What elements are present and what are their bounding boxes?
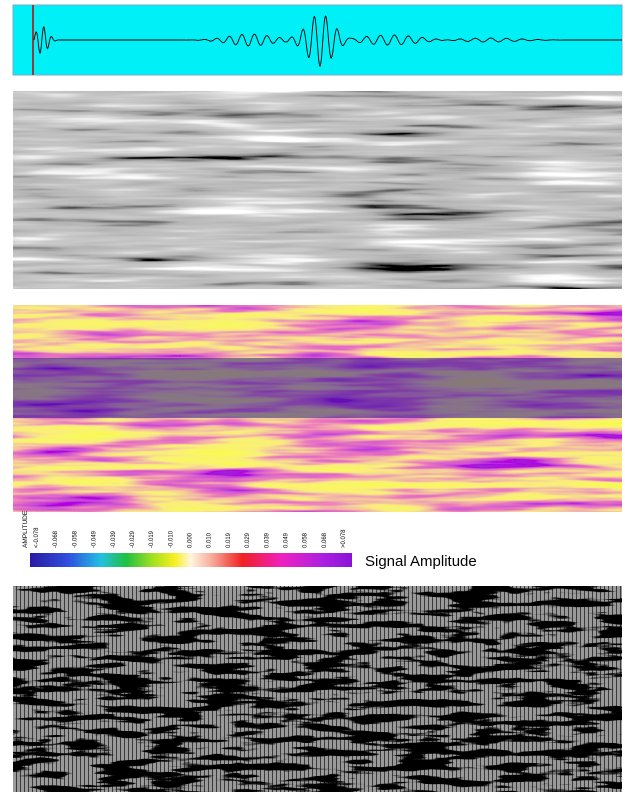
colorbar-tick-label: -0.039 (111, 530, 117, 548)
colorbar-tick-label: -0.010 (168, 530, 174, 548)
colorbar-label: Signal Amplitude (365, 553, 477, 570)
colorbar-tick-label: 0.010 (207, 532, 213, 548)
colorbar-tick-label: 0.000 (188, 532, 194, 548)
colorbar-tick-label: >0.078 (341, 529, 347, 548)
colorbar-tick-label: 0.039 (264, 532, 270, 548)
colorbar-ticks: <-0.078 -0.068 -0.058 -0.049 -0.039 -0.029 -0.… (34, 527, 347, 548)
colorbar-tick-label: 0.049 (283, 532, 289, 548)
colorbar-tick-label: 0.068 (322, 532, 328, 548)
colorbar-tick-label: 0.058 (303, 532, 309, 548)
wiggle-events (13, 586, 622, 792)
colorbar-tick-label: -0.029 (130, 530, 136, 548)
colorbar-tick-label: 0.029 (245, 532, 251, 548)
colorbar-tick-label: <-0.078 (34, 527, 40, 548)
colorbar-tick-label: 0.019 (226, 532, 232, 548)
colorbar-tick-label: -0.058 (72, 530, 78, 548)
colorbar-title: AMPLITUDE (22, 510, 29, 548)
waveform (33, 15, 622, 68)
seismic-grayscale (13, 91, 622, 289)
colorbar-tick-label: -0.019 (149, 530, 155, 548)
seismic-color-band (13, 358, 622, 418)
colorbar (30, 553, 352, 567)
colorbar-tick-label: -0.049 (92, 530, 98, 548)
colorbar-tick-label: -0.068 (53, 530, 59, 548)
